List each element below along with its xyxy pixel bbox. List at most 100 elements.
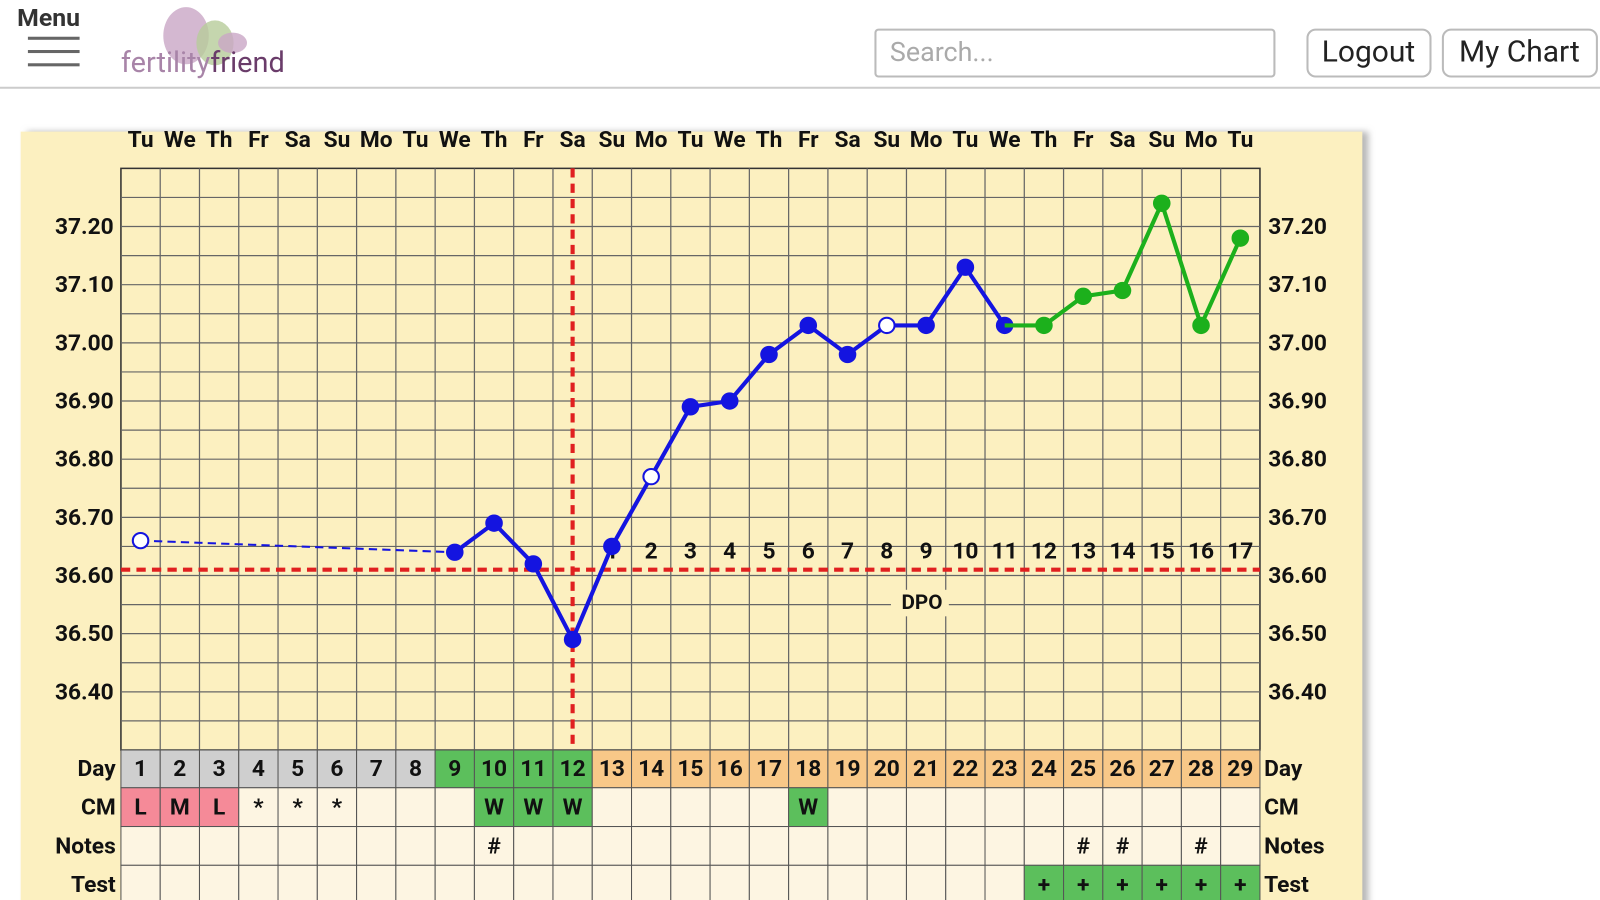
day-cell	[1141, 749, 1182, 789]
row-label: CM	[81, 794, 116, 821]
notes-cell	[1141, 826, 1182, 866]
day-cell	[827, 749, 868, 789]
data-point	[681, 398, 700, 416]
notes-cell	[631, 826, 672, 866]
test-cell	[670, 864, 711, 900]
day-cell	[1023, 749, 1065, 789]
day-number: 3	[213, 755, 226, 782]
row-label-right: CM	[1264, 794, 1299, 821]
cm-cell	[395, 787, 436, 828]
weekday-label: Tu	[128, 126, 154, 153]
test-cell	[356, 864, 397, 900]
cm-cell	[198, 787, 240, 828]
row-label: Notes	[55, 833, 115, 860]
dpo-title: DPO	[901, 591, 942, 615]
test-cell	[788, 864, 829, 900]
data-point	[603, 537, 621, 556]
test-cell	[905, 864, 947, 900]
search-box[interactable]: Search...	[874, 28, 1276, 78]
data-point	[445, 543, 464, 561]
day-cell	[1063, 749, 1104, 789]
data-point	[524, 555, 543, 573]
y-tick-label-right: 36.50	[1268, 620, 1327, 647]
y-tick-label: 36.60	[55, 562, 114, 589]
row-label: Test	[71, 871, 116, 898]
menu-bar	[27, 50, 80, 54]
day-number: 13	[599, 755, 625, 782]
day-cell	[709, 749, 750, 789]
chart: 36.40 36.40 36.50 36.50 36.60 36.60 36.70 36.70…	[55, 126, 1327, 900]
weekday-label: Tu	[1227, 126, 1253, 153]
notes-value: #	[1116, 833, 1129, 860]
cm-cell	[1023, 787, 1065, 828]
logo-part: friend	[210, 46, 285, 80]
day-cell	[984, 749, 1025, 789]
notes-cell	[1023, 826, 1065, 866]
dpo-label: 11	[992, 538, 1018, 565]
day-number: 17	[756, 755, 782, 782]
test-cell	[631, 864, 672, 900]
notes-cell	[827, 826, 868, 866]
cm-value: *	[332, 794, 343, 821]
dpo-label: 4	[723, 538, 736, 565]
test-cell	[866, 864, 907, 900]
weekday-label: Su	[324, 126, 351, 153]
dpo-label: 10	[952, 538, 978, 565]
weekday-label: Tu	[403, 126, 429, 153]
menu-bar	[27, 63, 80, 67]
cm-cell	[866, 787, 907, 828]
dpo-label: 2	[645, 538, 658, 565]
notes-value: #	[1076, 833, 1089, 860]
test-cell	[316, 864, 358, 900]
menu-button[interactable]: Menu	[17, 4, 80, 67]
day-number: 22	[952, 755, 978, 782]
test-value: +	[1156, 871, 1168, 898]
cm-value: W	[798, 794, 818, 821]
y-tick-label-right: 37.10	[1268, 271, 1327, 298]
y-tick-label-right: 36.70	[1268, 504, 1327, 531]
notes-cell	[945, 826, 986, 866]
weekday-label: We	[989, 126, 1021, 153]
test-cell	[1023, 864, 1065, 900]
y-tick-label-right: 37.20	[1268, 213, 1327, 240]
y-tick-label: 37.00	[55, 329, 114, 356]
data-point	[131, 531, 150, 550]
dpo-label: 13	[1070, 538, 1096, 565]
day-number: 21	[913, 755, 939, 782]
notes-cell	[984, 826, 1025, 866]
day-number: 11	[520, 755, 546, 782]
cm-cell	[1063, 787, 1104, 828]
notes-cell	[316, 826, 358, 866]
weekday-label: Tu	[952, 126, 978, 153]
day-cell	[670, 749, 711, 789]
day-number: 18	[795, 755, 821, 782]
notes-cell	[120, 826, 161, 866]
logout-button[interactable]: Logout	[1306, 28, 1432, 78]
logo[interactable]: fertilityfriend	[121, 7, 285, 80]
notes-cell	[434, 826, 475, 866]
cm-cell	[277, 787, 318, 828]
test-cell	[552, 864, 593, 900]
cm-cell	[945, 787, 986, 828]
weekday-label: Su	[873, 126, 900, 153]
cm-cell	[827, 787, 868, 828]
day-number: 2	[173, 755, 186, 782]
menu-bar	[27, 36, 80, 40]
cm-cell	[1220, 787, 1261, 828]
y-tick-label: 36.70	[55, 504, 114, 531]
my-chart-button[interactable]: My Chart	[1441, 28, 1598, 78]
logo-wing	[218, 32, 248, 54]
day-cell	[473, 749, 515, 789]
day-number: 15	[677, 755, 703, 782]
dpo-label: 15	[1149, 538, 1175, 565]
test-cell	[984, 864, 1025, 900]
dpo-label-bg	[890, 589, 949, 617]
weekday-label: Th	[481, 126, 508, 153]
dpo-label: 6	[802, 538, 815, 565]
day-number: 12	[560, 755, 586, 782]
dpo-label: 17	[1227, 538, 1253, 565]
data-point	[1074, 287, 1092, 305]
test-value: +	[1077, 871, 1089, 898]
notes-cell	[1063, 826, 1104, 866]
test-cell	[473, 864, 515, 900]
